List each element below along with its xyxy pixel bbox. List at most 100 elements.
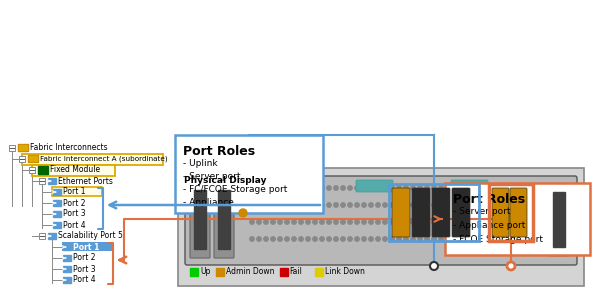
Bar	[553, 192, 565, 247]
FancyBboxPatch shape	[190, 183, 210, 258]
Circle shape	[257, 220, 261, 224]
Circle shape	[411, 186, 415, 190]
Circle shape	[292, 220, 296, 224]
Circle shape	[285, 186, 289, 190]
Circle shape	[320, 186, 324, 190]
Circle shape	[390, 220, 394, 224]
Bar	[39, 178, 45, 184]
Bar	[63, 255, 71, 261]
Circle shape	[376, 203, 380, 207]
Circle shape	[250, 237, 254, 241]
Circle shape	[453, 237, 457, 241]
Bar	[315, 268, 323, 276]
Circle shape	[239, 209, 247, 217]
Circle shape	[271, 237, 275, 241]
Circle shape	[306, 237, 310, 241]
FancyBboxPatch shape	[432, 188, 450, 237]
Text: - Server port: - Server port	[453, 207, 510, 216]
Circle shape	[327, 186, 331, 190]
Circle shape	[334, 220, 338, 224]
Circle shape	[411, 237, 415, 241]
Bar	[53, 211, 61, 217]
Circle shape	[404, 203, 408, 207]
Circle shape	[334, 237, 338, 241]
Circle shape	[362, 220, 366, 224]
Circle shape	[411, 203, 415, 207]
Circle shape	[313, 220, 317, 224]
Circle shape	[460, 186, 464, 190]
Circle shape	[439, 220, 443, 224]
Circle shape	[299, 186, 303, 190]
Bar	[18, 144, 28, 151]
Bar	[279, 268, 288, 276]
Circle shape	[376, 237, 380, 241]
Circle shape	[250, 220, 254, 224]
Circle shape	[264, 237, 268, 241]
Circle shape	[320, 237, 324, 241]
Circle shape	[390, 237, 394, 241]
Circle shape	[418, 237, 422, 241]
Circle shape	[278, 186, 282, 190]
Bar	[190, 268, 198, 276]
Circle shape	[404, 186, 408, 190]
Circle shape	[355, 220, 359, 224]
FancyBboxPatch shape	[452, 188, 470, 237]
Circle shape	[257, 203, 261, 207]
Bar	[19, 145, 27, 150]
Text: - Uplink: - Uplink	[183, 159, 218, 168]
Text: Port 2: Port 2	[73, 254, 96, 263]
Circle shape	[355, 237, 359, 241]
Text: Port Roles: Port Roles	[183, 145, 255, 158]
Circle shape	[257, 186, 261, 190]
Circle shape	[460, 203, 464, 207]
Circle shape	[397, 220, 401, 224]
Text: Port 3: Port 3	[73, 265, 96, 274]
Circle shape	[446, 186, 450, 190]
FancyBboxPatch shape	[492, 188, 509, 237]
Bar	[19, 156, 25, 162]
Circle shape	[348, 186, 352, 190]
Circle shape	[460, 220, 464, 224]
Circle shape	[278, 220, 282, 224]
Text: Port 4: Port 4	[63, 220, 85, 230]
Bar	[178, 168, 584, 286]
Circle shape	[467, 186, 471, 190]
FancyBboxPatch shape	[412, 188, 430, 237]
Text: Fail: Fail	[290, 268, 302, 277]
FancyBboxPatch shape	[356, 180, 393, 192]
Bar	[53, 200, 61, 206]
Circle shape	[439, 203, 443, 207]
Circle shape	[453, 220, 457, 224]
Bar	[28, 155, 38, 162]
Text: Port 4: Port 4	[73, 276, 96, 285]
Circle shape	[446, 203, 450, 207]
Circle shape	[264, 203, 268, 207]
Circle shape	[355, 203, 359, 207]
Circle shape	[418, 220, 422, 224]
Text: Port 1: Port 1	[63, 187, 85, 197]
Circle shape	[467, 203, 471, 207]
Circle shape	[362, 186, 366, 190]
Circle shape	[432, 203, 436, 207]
Circle shape	[425, 186, 429, 190]
Circle shape	[383, 186, 387, 190]
Circle shape	[348, 237, 352, 241]
Circle shape	[397, 203, 401, 207]
Circle shape	[369, 186, 373, 190]
Bar	[48, 178, 56, 184]
Circle shape	[257, 237, 261, 241]
Circle shape	[264, 220, 268, 224]
Circle shape	[425, 237, 429, 241]
Circle shape	[327, 237, 331, 241]
Bar	[39, 233, 45, 239]
Circle shape	[432, 220, 436, 224]
Circle shape	[320, 203, 324, 207]
Circle shape	[306, 220, 310, 224]
Bar	[53, 222, 61, 228]
Circle shape	[285, 220, 289, 224]
FancyBboxPatch shape	[52, 187, 102, 196]
FancyBboxPatch shape	[32, 165, 115, 176]
Circle shape	[453, 203, 457, 207]
Circle shape	[467, 237, 471, 241]
Bar	[29, 167, 35, 173]
